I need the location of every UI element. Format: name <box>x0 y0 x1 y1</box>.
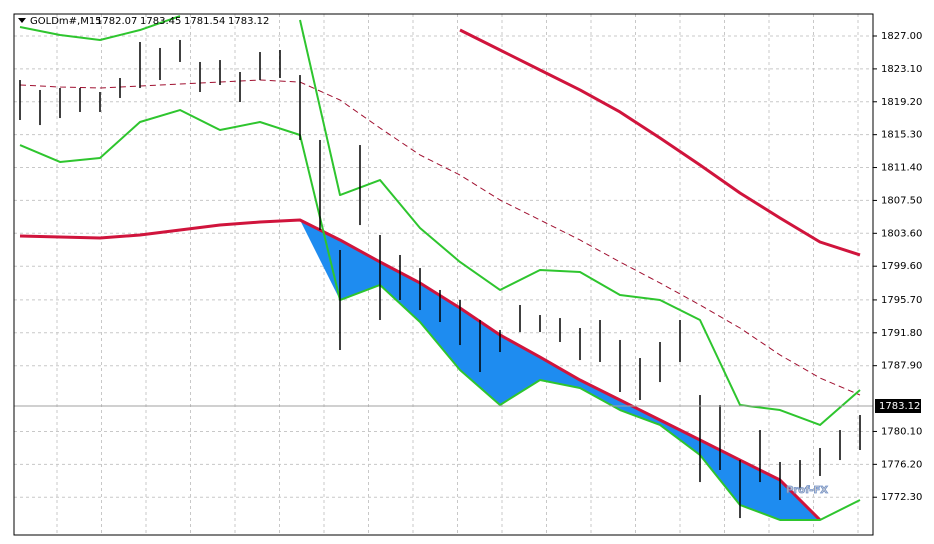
indicator-line <box>19 79 861 396</box>
y-tick-label: 1819.20 <box>881 97 922 108</box>
y-tick-label: 1815.30 <box>881 130 922 141</box>
header-price: 1781.54 <box>184 16 225 27</box>
y-tick-label: 1827.00 <box>881 31 922 42</box>
plot <box>14 15 873 522</box>
indicator-line <box>19 109 861 521</box>
y-tick-label: 1787.90 <box>881 361 922 372</box>
y-tick-label: 1795.70 <box>881 295 922 306</box>
last-price-label: 1783.12 <box>879 401 920 412</box>
y-tick-label: 1776.20 <box>881 459 922 470</box>
y-tick-label: 1823.10 <box>881 64 922 75</box>
y-tick-label: 1803.60 <box>881 228 922 239</box>
header-price: 1782.07 <box>96 16 137 27</box>
menu-triangle <box>18 18 26 23</box>
y-tick-label: 1780.10 <box>881 426 922 437</box>
indicator-line <box>19 15 861 426</box>
y-tick-label: 1807.50 <box>881 195 922 206</box>
y-tick-label: 1811.40 <box>881 163 922 174</box>
header-price: 1783.12 <box>228 16 269 27</box>
header-price: 1783.45 <box>140 16 181 27</box>
watermark: Prof-FX <box>786 485 828 496</box>
y-tick-label: 1799.60 <box>881 261 922 272</box>
last-price-box <box>875 398 921 413</box>
plot-frame <box>13 13 874 536</box>
y-tick-label: 1791.80 <box>881 328 922 339</box>
symbol: GOLDm#,M15 <box>30 16 102 27</box>
vertical-grid <box>56 14 859 535</box>
indicator-line <box>459 28 861 257</box>
y-tick-label: 1772.30 <box>881 492 922 503</box>
